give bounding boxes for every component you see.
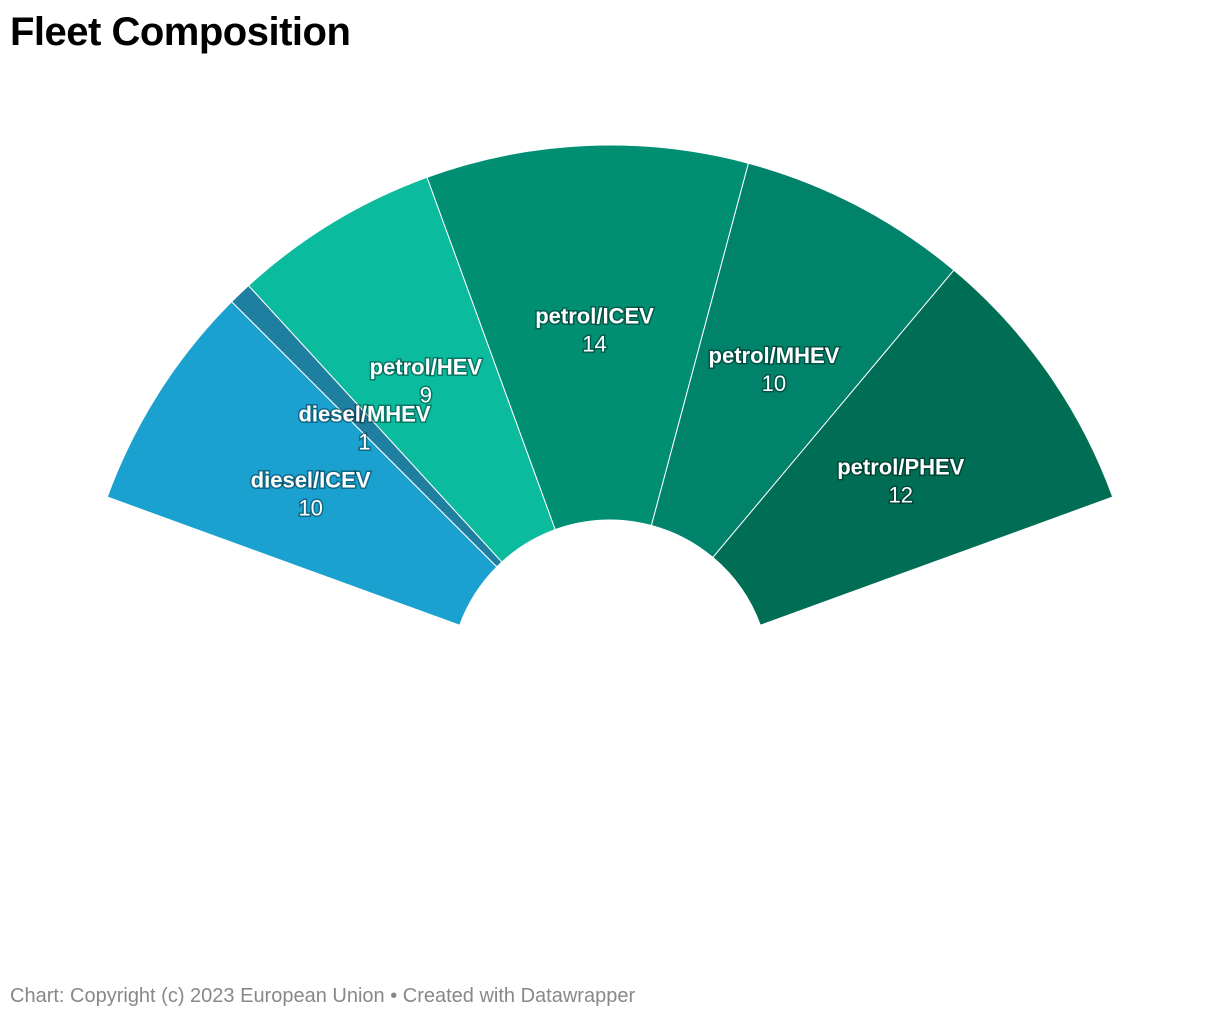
slice-label-petrol-hev: petrol/HEV: [370, 355, 483, 380]
slice-value-petrol-hev: 9: [420, 383, 432, 408]
slice-label-petrol-mhev: petrol/MHEV: [709, 343, 840, 368]
slice-value-petrol-phev: 12: [889, 482, 913, 507]
slice-value-diesel-icev: 10: [298, 495, 322, 520]
slice-petrol-icev: [426, 144, 750, 531]
slice-value-petrol-icev: 14: [582, 331, 606, 356]
labels-group: diesel/ICEV 10 diesel/MHEV 1 petrol/HEV 9 petr…: [249, 302, 966, 522]
slice-petrol-hev: [247, 176, 556, 563]
chart-footer: Chart: Copyright (c) 2023 European Union…: [10, 985, 636, 1007]
chart-title: Fleet Composition: [10, 10, 351, 54]
slice-diesel-icev: [106, 300, 498, 626]
slice-value-petrol-mhev: 10: [762, 371, 786, 396]
slice-label-diesel-mhev: diesel/MHEV: [298, 402, 430, 427]
slice-label-petrol-phev: petrol/PHEV: [837, 454, 964, 479]
slice-petrol-mhev: [650, 162, 955, 559]
slice-label-petrol-icev: petrol/ICEV: [535, 303, 654, 328]
slice-petrol-phev: [712, 269, 1114, 626]
slices-group: [106, 144, 1114, 626]
slice-value-diesel-mhev: 1: [358, 430, 370, 455]
slice-label-diesel-icev: diesel/ICEV: [251, 467, 371, 492]
